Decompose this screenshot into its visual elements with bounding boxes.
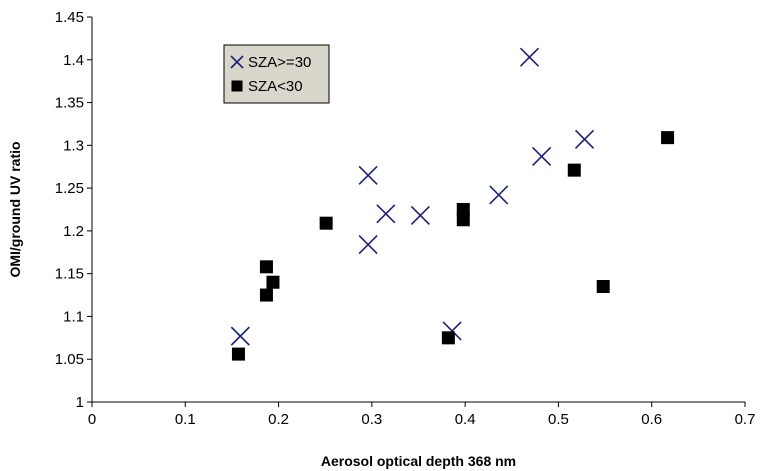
plot-area	[91, 17, 745, 403]
data-point-x-marker	[230, 326, 250, 346]
data-point-square-marker	[231, 347, 245, 361]
data-point-x-marker	[358, 235, 378, 255]
y-tick-label: 1.25	[55, 180, 84, 197]
data-point-x-marker	[489, 185, 509, 205]
x-tick-label: 0.1	[175, 411, 196, 428]
x-axis: 0 0.1 0.2 0.3 0.4 0.5 0.6 0.7	[88, 402, 756, 428]
data-point-x-marker	[410, 205, 430, 226]
data-point-square-marker	[259, 288, 273, 302]
x-tick-label: 0	[88, 411, 96, 428]
x-tick-label: 0.5	[548, 411, 569, 428]
y-tick-label: 1.15	[55, 266, 84, 283]
data-point-square-marker	[259, 260, 273, 274]
y-tick-label: 1.1	[63, 308, 84, 325]
data-point-square-marker	[266, 275, 280, 289]
y-axis-title: OMI/ground UV ratio	[7, 141, 23, 277]
x-tick-label: 0.6	[641, 411, 662, 428]
data-point-square-marker	[456, 203, 470, 216]
legend: SZA>=30 SZA<30	[223, 44, 330, 104]
legend-label: SZA>=30	[248, 54, 311, 71]
legend-square-marker	[231, 80, 243, 92]
x-axis-title: Aerosol optical depth 368 nm	[321, 453, 516, 469]
y-tick-label: 1.35	[55, 95, 84, 112]
legend-label: SZA<30	[248, 78, 303, 95]
data-point-x-marker	[358, 165, 378, 185]
y-tick-label: 1.3	[63, 137, 84, 154]
data-point-x-marker	[532, 146, 552, 167]
data-point-square-marker	[319, 216, 333, 230]
data-point-square-marker	[456, 213, 470, 227]
y-tick-label: 1.05	[55, 351, 84, 368]
series-square-markers	[231, 131, 675, 361]
x-tick-label: 0.2	[268, 411, 289, 428]
data-point-square-marker	[661, 131, 675, 145]
data-point-square-marker	[441, 331, 455, 345]
data-point-square-marker	[567, 163, 581, 177]
y-tick-label: 1.45	[55, 9, 84, 26]
data-point-x-marker	[519, 47, 540, 67]
data-point-x-marker	[574, 129, 595, 149]
legend-x-marker	[230, 55, 244, 69]
y-tick-label: 1	[76, 394, 84, 411]
series-x-markers	[230, 47, 595, 346]
x-tick-label: 0.3	[361, 411, 382, 428]
legend-box	[223, 44, 330, 104]
y-tick-label: 1.4	[63, 52, 84, 69]
data-point-square-marker	[596, 280, 610, 293]
x-tick-label: 0.7	[735, 411, 756, 428]
y-tick-label: 1.2	[63, 223, 84, 240]
y-axis: 1 1.05 1.1 1.15 1.2 1.25 1.3 1.35 1.4 1.45	[55, 9, 92, 411]
x-tick-label: 0.4	[455, 411, 476, 428]
data-point-x-marker	[376, 204, 396, 224]
data-points	[230, 47, 675, 361]
